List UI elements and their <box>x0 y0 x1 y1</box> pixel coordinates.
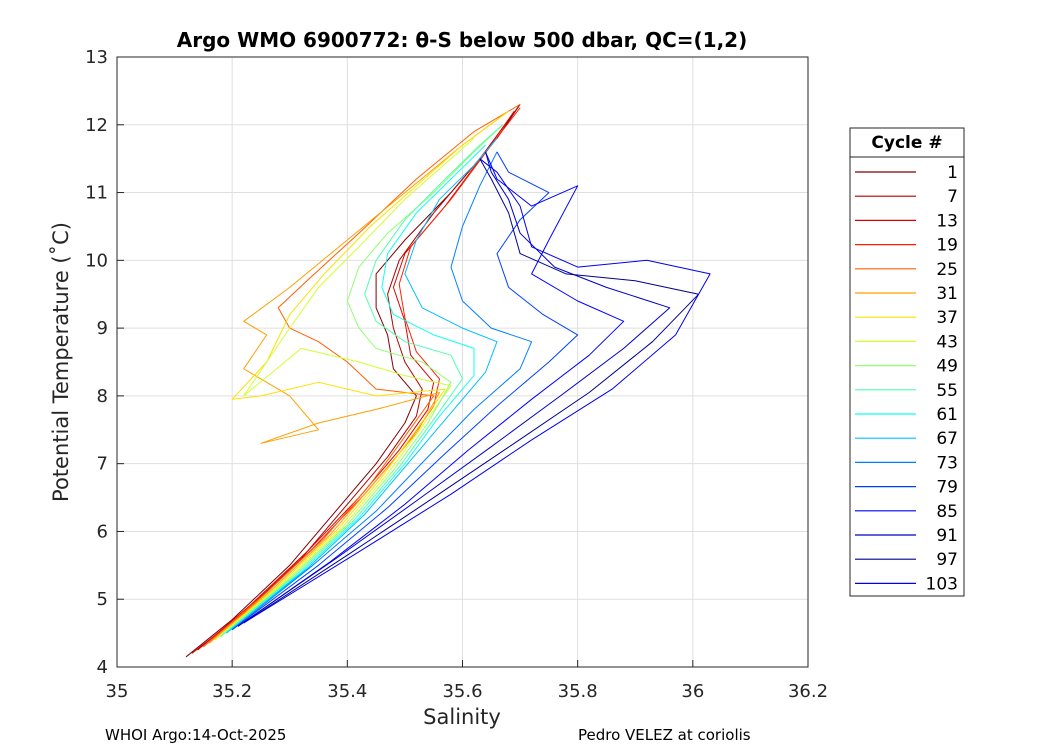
series-line-cycle-91 <box>237 151 671 627</box>
series-line-cycle-85 <box>237 151 625 627</box>
y-ticks: 4 5 6 7 8 9 10 11 12 13 <box>85 47 124 678</box>
series-line-cycle-67 <box>226 137 498 634</box>
series-line-cycle-79 <box>231 151 579 631</box>
y-tick-label: 5 <box>97 589 108 610</box>
series-line-cycle-73 <box>231 151 533 631</box>
y-tick-label: 11 <box>85 183 108 204</box>
legend-title: Cycle # <box>871 133 942 153</box>
series-line-cycle-31 <box>208 110 509 644</box>
y-tick-label: 12 <box>85 115 108 136</box>
legend-label: 103 <box>926 574 958 594</box>
series-line-cycle-43 <box>214 137 475 641</box>
series-line-cycle-19 <box>203 107 521 648</box>
footer-right: Pedro VELEZ at coriolis <box>578 726 751 744</box>
legend-label: 13 <box>936 211 958 231</box>
legend-entries: 1 7 13 19 25 31 37 43 49 55 61 67 73 79 85 91 97 103 <box>855 163 958 594</box>
series-line-cycle-103 <box>243 158 711 624</box>
y-tick-label: 13 <box>85 47 108 68</box>
x-tick-label: 35.4 <box>327 681 367 702</box>
legend-label: 97 <box>936 550 958 570</box>
y-tick-label: 6 <box>97 521 108 542</box>
x-tick-label: 36 <box>681 681 704 702</box>
x-tick-label: 35.8 <box>558 681 598 702</box>
y-tick-label: 8 <box>97 386 108 407</box>
series-line-cycle-61 <box>226 144 486 634</box>
x-axis-title: Salinity <box>423 705 501 729</box>
y-tick-label: 9 <box>97 318 108 339</box>
x-tick-label: 35 <box>106 681 129 702</box>
legend-label: 73 <box>936 453 958 473</box>
legend-label: 91 <box>936 526 958 546</box>
legend-label: 19 <box>936 236 958 256</box>
footer-left: WHOI Argo:14-Oct-2025 <box>105 726 286 744</box>
legend-label: 85 <box>936 502 958 522</box>
x-ticks: 35 35.2 35.4 35.6 35.8 36 36.2 <box>106 660 828 702</box>
y-tick-label: 4 <box>97 657 108 678</box>
legend-label: 61 <box>936 405 958 425</box>
series-group <box>185 103 711 658</box>
legend-label: 37 <box>936 308 958 328</box>
legend-label: 7 <box>947 187 958 207</box>
series-line-cycle-25 <box>203 103 521 648</box>
legend-label: 25 <box>936 260 958 280</box>
legend-label: 67 <box>936 429 958 449</box>
x-tick-label: 35.2 <box>212 681 252 702</box>
legend-label: 79 <box>936 478 958 498</box>
legend-label: 43 <box>936 332 958 352</box>
series-line-cycle-37 <box>214 110 509 641</box>
legend-label: 49 <box>936 357 958 377</box>
legend-label: 31 <box>936 284 958 304</box>
x-tick-label: 35.6 <box>442 681 482 702</box>
series-line-cycle-1 <box>185 104 521 658</box>
chart-title: Argo WMO 6900772: θ-S below 500 dbar, QC… <box>177 28 747 52</box>
legend-label: 1 <box>947 163 958 183</box>
y-axis-title: Potential Temperature (˚C) <box>49 222 73 502</box>
y-tick-label: 7 <box>97 454 108 475</box>
legend-label: 55 <box>936 381 958 401</box>
series-line-cycle-55 <box>220 124 504 637</box>
y-tick-label: 10 <box>85 250 108 271</box>
legend: Cycle # 1 7 13 19 25 31 37 43 49 55 61 67 73 79 85 91 97… <box>849 127 965 597</box>
legend-box <box>849 127 965 597</box>
x-tick-label: 36.2 <box>788 681 828 702</box>
